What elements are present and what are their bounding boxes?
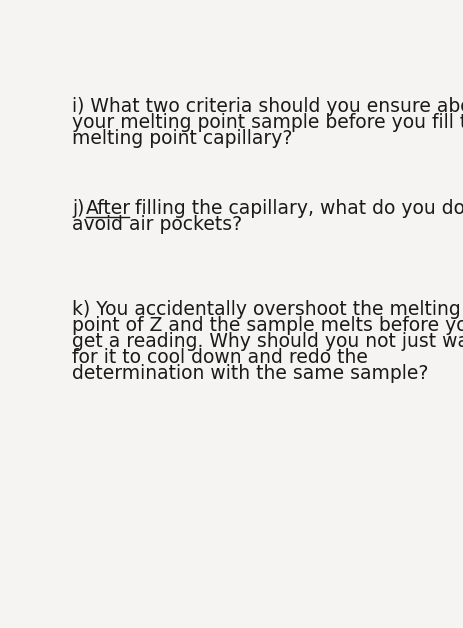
Text: for it to cool down and redo the: for it to cool down and redo the — [72, 348, 368, 367]
Text: your melting point sample before you fill the: your melting point sample before you fil… — [72, 113, 463, 132]
Text: j): j) — [72, 198, 91, 218]
Text: melting point capillary?: melting point capillary? — [72, 129, 293, 148]
Text: determination with the same sample?: determination with the same sample? — [72, 364, 429, 383]
Text: i) What two criteria should you ensure about: i) What two criteria should you ensure a… — [72, 97, 463, 116]
Text: After: After — [86, 198, 131, 218]
Text: get a reading. Why should you not just wait: get a reading. Why should you not just w… — [72, 332, 463, 351]
Text: point of Z and the sample melts before you: point of Z and the sample melts before y… — [72, 316, 463, 335]
Text: k) You accidentally overshoot the melting: k) You accidentally overshoot the meltin… — [72, 300, 461, 319]
Text: avoid air pockets?: avoid air pockets? — [72, 215, 242, 234]
Text: filling the capillary, what do you do to: filling the capillary, what do you do to — [129, 198, 463, 218]
